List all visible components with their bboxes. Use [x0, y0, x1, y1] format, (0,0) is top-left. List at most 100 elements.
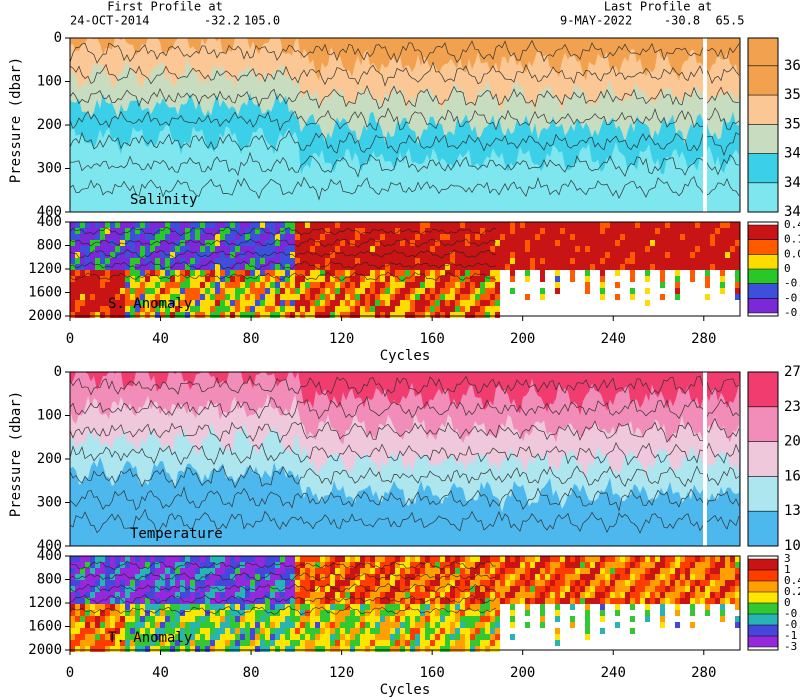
x-tick-label: 40: [152, 331, 169, 347]
y-tick-label: 800: [37, 238, 62, 254]
colorbar-label: 3: [784, 552, 791, 565]
colorbar-label: 27: [784, 364, 800, 380]
contour-line: [69, 442, 740, 466]
y-tick-label: 1200: [28, 595, 62, 611]
colorbar-label: -0.2: [784, 607, 800, 620]
colorbar-label: 10: [784, 538, 800, 554]
colorbar-segment: [748, 124, 778, 154]
y-tick-label: 0: [54, 30, 62, 46]
colorbar-segment: [748, 636, 778, 647]
colorbar-segment: [748, 511, 778, 546]
colorbar-label: -1: [784, 629, 797, 642]
contour-line: [69, 260, 497, 270]
y-tick-label: 400: [37, 548, 62, 564]
colorbar-segment: [748, 65, 778, 96]
y-tick-label: 300: [37, 161, 62, 177]
y-axis-label: Pressure (dbar): [8, 391, 24, 517]
x-axis-label: Cycles: [380, 682, 431, 698]
colorbar-segment: [748, 298, 778, 313]
panel-label: Salinity: [130, 192, 197, 208]
contour-line: [69, 583, 497, 593]
y-tick-label: 1600: [28, 619, 62, 635]
first-label: First Profile at: [107, 0, 223, 14]
first-lon: 105.0: [244, 14, 280, 28]
x-tick-label: 200: [510, 665, 535, 681]
contour-line: [69, 39, 740, 65]
field-layer: [70, 38, 740, 114]
colorbar-label: 34.42: [784, 175, 800, 191]
colorbar-segment: [748, 581, 778, 592]
x-tick-label: 0: [66, 665, 74, 681]
contour-line: [69, 227, 497, 237]
colorbar-label: 35.26: [784, 116, 800, 132]
colorbar-label: -0.03: [784, 277, 800, 290]
contour-line: [69, 271, 497, 281]
colorbar-label: 0.2: [784, 585, 800, 598]
data-gap: [703, 372, 707, 546]
colorbar-segment: [748, 614, 778, 625]
colorbar-label: 23.6: [784, 399, 800, 415]
colorbar-segment: [748, 570, 778, 581]
panel-label: Temperature: [130, 526, 223, 542]
contour-line: [69, 151, 740, 178]
contour-line: [69, 107, 740, 132]
contour-line: [69, 560, 497, 571]
y-tick-label: 100: [37, 408, 62, 424]
field-layer: [70, 38, 740, 82]
colorbar-label: 0: [784, 262, 791, 275]
contour-line: [69, 396, 740, 420]
data-gap: [703, 38, 707, 212]
contour-line: [69, 464, 740, 489]
colorbar-label: 13.4: [784, 503, 800, 519]
colorbar-segment: [748, 153, 778, 183]
colorbar-segment: [748, 225, 778, 240]
colorbar-segment: [748, 406, 778, 442]
y-axis-label: Pressure (dbar): [8, 57, 24, 183]
y-tick-label: 2000: [28, 308, 62, 324]
first-lat: -32.2: [204, 14, 240, 28]
colorbar-label: -0.15: [784, 291, 800, 304]
contour-line: [69, 486, 740, 512]
x-tick-label: 240: [601, 665, 626, 681]
colorbar-segment: [748, 372, 778, 407]
panel-label: T. Anomaly: [108, 630, 192, 646]
y-tick-label: 400: [37, 214, 62, 230]
y-tick-label: 400: [37, 204, 62, 220]
last-lat: -30.8: [664, 14, 700, 28]
y-tick-label: 800: [37, 572, 62, 588]
colorbar-label: 1: [784, 563, 791, 576]
x-axis-label: Cycles: [380, 348, 431, 364]
y-tick-label: 0: [54, 364, 62, 380]
colorbar-segment: [748, 239, 778, 255]
colorbar-frame: [747, 37, 779, 213]
x-tick-label: 240: [601, 331, 626, 347]
contour-line: [69, 605, 497, 616]
colorbar-top: [748, 38, 778, 66]
colorbar-segment: [748, 95, 778, 125]
colorbar-label: 0: [784, 596, 791, 609]
contour-line: [69, 61, 740, 87]
contour-line: [69, 374, 740, 398]
colorbar-segment: [748, 254, 778, 269]
colorbar-segment: [748, 592, 778, 603]
colorbar-label: 36.1: [784, 58, 800, 74]
colorbar-label: 20.2: [784, 434, 800, 450]
contour-line: [69, 129, 740, 157]
contour-line: [69, 176, 740, 201]
y-tick-label: 100: [37, 74, 62, 90]
colorbar-label: 34.84: [784, 146, 800, 162]
y-tick-label: 1600: [28, 285, 62, 301]
colorbar-segment: [748, 441, 778, 477]
y-tick-label: 400: [37, 538, 62, 554]
contour-line: [69, 508, 740, 534]
last-lon: 65.5: [716, 14, 745, 28]
colorbar-label: -3: [784, 640, 797, 653]
y-tick-label: 2000: [28, 642, 62, 658]
last-date: 9-MAY-2022: [560, 14, 632, 28]
colorbar-label: -0.45: [784, 306, 800, 319]
contour-line: [69, 571, 497, 582]
x-tick-label: 120: [329, 331, 354, 347]
last-label: Last Profile at: [604, 0, 712, 14]
x-tick-label: 40: [152, 665, 169, 681]
